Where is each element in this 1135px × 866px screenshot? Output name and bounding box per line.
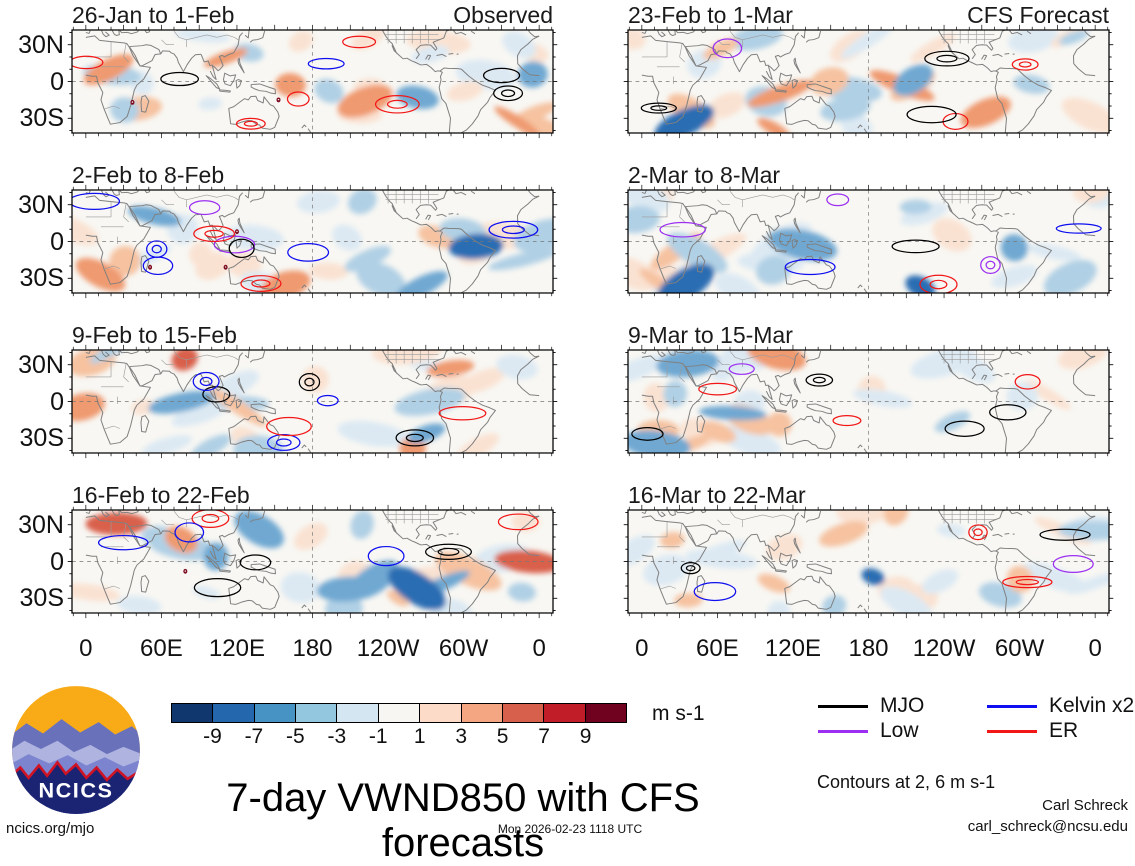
colorbar-tick-label: 1 xyxy=(413,725,426,748)
lon-tick-label: 60E xyxy=(696,635,739,662)
colorbar-cell xyxy=(171,703,214,723)
panel-title: 2-Feb to 8-Feb xyxy=(72,162,225,188)
footer-timestamp: Mon 2026-02-23 1118 UTC xyxy=(497,822,643,836)
map-canvas xyxy=(623,184,1114,299)
colorbar-cell xyxy=(336,703,379,723)
lon-tick-label: 60W xyxy=(994,635,1045,662)
colorbar-tick-label: 3 xyxy=(455,725,468,748)
lon-tick-label: 180 xyxy=(292,635,333,662)
ncics-logo: NCICS xyxy=(12,686,140,814)
colorbar-tick-label: 7 xyxy=(538,725,550,748)
panel-title: 16-Mar to 22-Mar xyxy=(628,482,806,508)
contour-note: Contours at 2, 6 m s-1 xyxy=(817,772,996,792)
panel-title: 9-Mar to 15-Mar xyxy=(628,322,793,348)
map-panel-5: 9-Feb to 15-Feb xyxy=(67,322,558,459)
lon-tick-label: 120E xyxy=(208,635,265,662)
lat-tick-label: 30N xyxy=(18,190,64,219)
colorbar-tick-label: -5 xyxy=(286,725,305,748)
colorbar-cell xyxy=(295,703,338,723)
lon-tick-label: 120E xyxy=(764,635,821,662)
map-canvas xyxy=(67,184,558,299)
lat-tick-label: 30S xyxy=(19,424,64,453)
panel-title: 9-Feb to 15-Feb xyxy=(72,322,237,348)
panel-corner-label: Observed xyxy=(453,2,553,28)
legend-line-kelvin-x2 xyxy=(987,705,1037,708)
legend-label: Kelvin x2 xyxy=(1049,694,1135,717)
legend-label: ER xyxy=(1049,719,1079,742)
legend-line-mjo xyxy=(818,705,868,708)
legend-label: Low xyxy=(880,719,919,742)
lat-tick-label: 0 xyxy=(50,227,64,256)
map-canvas xyxy=(623,344,1114,459)
colorbar-cell xyxy=(377,703,421,723)
panel-title: 16-Feb to 22-Feb xyxy=(72,482,250,508)
lat-tick-label: 30N xyxy=(18,350,64,379)
map-panel-8: 16-Mar to 22-Mar xyxy=(623,482,1114,619)
lat-tick-label: 30S xyxy=(19,104,64,133)
legend-label: MJO xyxy=(880,694,925,717)
lat-tick-label: 30S xyxy=(19,264,64,293)
map-panel-3: 2-Feb to 8-Feb xyxy=(67,162,558,299)
colorbar-cell xyxy=(501,703,545,723)
map-canvas xyxy=(623,24,1114,139)
map-panel-7: 16-Feb to 22-Feb xyxy=(67,482,558,619)
panel-corner-label: CFS Forecast xyxy=(967,2,1109,28)
lat-tick-label: 0 xyxy=(50,387,64,416)
map-panel-1: 26-Jan to 1-Feb Observed xyxy=(67,2,558,139)
colorbar xyxy=(171,703,627,723)
credit-name: Carl Schreck xyxy=(1042,797,1128,814)
map-panel-2: 23-Feb to 1-Mar CFS Forecast xyxy=(623,2,1114,139)
lat-tick-label: 0 xyxy=(50,547,64,576)
lon-tick-label: 0 xyxy=(79,635,93,662)
colorbar-tick-label: 5 xyxy=(496,725,509,748)
lon-tick-label: 0 xyxy=(1088,635,1102,662)
credit-email: carl_schreck@ncsu.edu xyxy=(967,818,1128,835)
colorbar-cell xyxy=(212,703,255,723)
lon-tick-label: 60E xyxy=(140,635,183,662)
colorbar-cell xyxy=(253,703,297,723)
map-canvas xyxy=(67,344,558,459)
lon-tick-label: 60W xyxy=(438,635,489,662)
colorbar-cell xyxy=(460,703,503,723)
map-panel-4: 2-Mar to 8-Mar xyxy=(623,162,1114,299)
panel-title: 2-Mar to 8-Mar xyxy=(628,162,781,188)
lon-tick-label: 0 xyxy=(635,635,649,662)
figure-title: 7-day VWND850 with CFS forecasts xyxy=(226,776,700,865)
map-canvas xyxy=(67,24,558,139)
legend-line-er xyxy=(987,730,1037,733)
colorbar-tick-label: -1 xyxy=(368,725,388,748)
colorbar-cell xyxy=(543,703,586,723)
legend-line-low xyxy=(818,730,868,733)
lon-tick-label: 120W xyxy=(356,635,420,662)
panel-title: 26-Jan to 1-Feb xyxy=(72,2,235,28)
footer-url: ncics.org/mjo xyxy=(6,820,95,837)
lon-tick-label: 0 xyxy=(532,635,546,662)
lat-tick-label: 30N xyxy=(18,510,64,539)
lat-tick-label: 30N xyxy=(18,30,64,59)
colorbar-cell xyxy=(419,703,462,723)
colorbar-tick-label: -7 xyxy=(244,725,264,748)
colorbar-tick-label: -3 xyxy=(327,725,347,748)
lon-tick-label: 180 xyxy=(848,635,889,662)
colorbar-tick-label: 9 xyxy=(579,725,592,748)
ncics-logo-art: NCICS xyxy=(12,686,140,814)
colorbar-cell xyxy=(584,703,627,723)
map-panel-6: 9-Mar to 15-Mar xyxy=(623,322,1114,459)
lat-tick-label: 0 xyxy=(50,67,64,96)
lon-tick-label: 120W xyxy=(912,635,976,662)
colorbar-units-label: m s-1 xyxy=(652,702,705,725)
map-canvas xyxy=(623,504,1114,619)
panel-title: 23-Feb to 1-Mar xyxy=(628,2,793,28)
ncics-logo-text: NCICS xyxy=(38,777,113,802)
colorbar-tick-label: -9 xyxy=(203,725,222,748)
map-canvas xyxy=(67,504,558,619)
lat-tick-label: 30S xyxy=(19,584,64,613)
